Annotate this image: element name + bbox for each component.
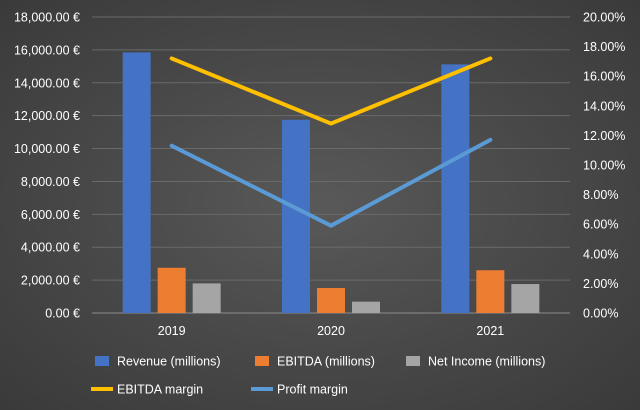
x-axis: 2019 2020 2021 [158, 324, 505, 338]
bar-series [122, 52, 540, 314]
right-axis: 0.00% 2.00% 4.00% 6.00% 8.00% 10.00% 12.00% 14.… [583, 11, 625, 321]
legend-swatch [406, 356, 420, 366]
right-tick-label: 2.00% [583, 277, 618, 291]
left-tick-label: 18,000.00 € [14, 11, 80, 25]
left-tick-label: 14,000.00 € [14, 76, 80, 90]
right-tick-label: 10.00% [583, 159, 625, 173]
bar [476, 270, 505, 313]
bar [157, 267, 186, 313]
left-tick-label: 16,000.00 € [14, 43, 80, 57]
right-tick-label: 0.00% [583, 307, 618, 321]
x-tick-label: 2019 [158, 324, 186, 338]
right-tick-label: 4.00% [583, 247, 618, 261]
bar [192, 283, 221, 313]
bar [511, 284, 540, 313]
legend-label: EBITDA margin [117, 383, 203, 397]
legend-label: Net Income (millions) [428, 355, 545, 369]
right-tick-label: 20.00% [583, 11, 625, 25]
left-tick-label: 2,000.00 € [21, 274, 80, 288]
left-tick-label: 12,000.00 € [14, 109, 80, 123]
legend-swatch [95, 356, 109, 366]
legend-label: EBITDA (millions) [277, 355, 375, 369]
left-tick-label: 10,000.00 € [14, 142, 80, 156]
left-axis: 0.00 € 2,000.00 € 4,000.00 € 6,000.00 € 8,00… [14, 11, 80, 321]
x-tick-label: 2021 [476, 324, 504, 338]
right-tick-label: 12.00% [583, 129, 625, 143]
legend-label: Revenue (millions) [117, 355, 221, 369]
bar [441, 64, 470, 313]
left-tick-label: 4,000.00 € [21, 241, 80, 255]
x-tick-label: 2020 [317, 324, 345, 338]
legend-swatch [255, 356, 269, 366]
legend-label: Profit margin [277, 383, 348, 397]
bar [317, 288, 345, 313]
right-tick-label: 14.00% [583, 99, 625, 113]
bar [352, 301, 380, 313]
left-tick-label: 0.00 € [45, 307, 80, 321]
bar [122, 52, 151, 313]
line-series [169, 56, 493, 228]
series-line [169, 56, 493, 126]
series-line [169, 137, 493, 228]
bar [282, 119, 310, 314]
legend: Revenue (millions) EBITDA (millions) Net I… [91, 355, 545, 397]
left-tick-label: 6,000.00 € [21, 208, 80, 222]
left-tick-label: 8,000.00 € [21, 175, 80, 189]
right-tick-label: 8.00% [583, 188, 618, 202]
right-tick-label: 6.00% [583, 218, 618, 232]
right-tick-label: 18.00% [583, 40, 625, 54]
right-tick-label: 16.00% [583, 70, 625, 84]
